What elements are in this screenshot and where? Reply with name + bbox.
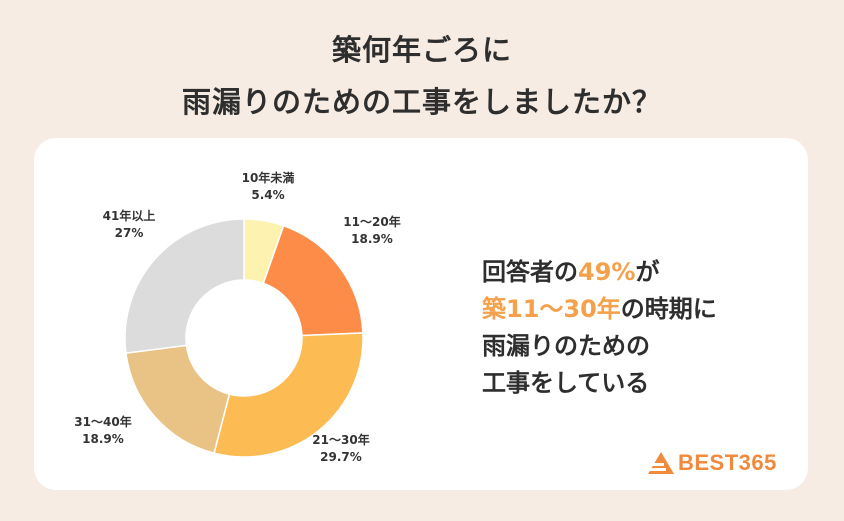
donut-slice-4 — [124, 218, 245, 354]
summary-line-4: 工事をしている — [482, 369, 650, 397]
page-title-line1: 築何年ごろに — [331, 33, 512, 67]
page-title-line2: 雨漏りのための工事をしましたか？ — [181, 85, 662, 119]
brand-logo-icon — [648, 452, 674, 474]
slice-label-under-10: 10年未満 5.4% — [242, 170, 295, 204]
summary-text: の時期に — [620, 295, 717, 323]
slice-label-21-30: 21～30年 29.7% — [312, 432, 369, 466]
slice-label-41-plus: 41年以上 27% — [103, 208, 156, 242]
brand-name: BEST365 — [678, 450, 777, 475]
donut-chart — [124, 218, 364, 458]
donut-slice-1 — [262, 224, 364, 337]
slice-name: 11～20年 — [343, 215, 401, 229]
slice-value: 29.7% — [320, 450, 362, 464]
summary-message: 回答者の49%が 築11～30年の時期に 雨漏りのための 工事をしている — [482, 254, 717, 402]
donut-slice-3 — [125, 344, 231, 455]
slice-name: 31～40年 — [74, 415, 132, 429]
slice-value: 5.4% — [251, 188, 285, 202]
summary-text: 回答者の — [482, 258, 578, 286]
summary-line-1: 回答者の49%が — [482, 254, 717, 291]
summary-text: が — [635, 258, 660, 286]
slice-value: 18.9% — [351, 232, 393, 246]
slice-value: 27% — [114, 226, 144, 240]
chart-card: 10年未満 5.4% 11～20年 18.9% 21～30年 29.7% 31～… — [34, 138, 808, 490]
brand-logo: BEST365 — [648, 450, 777, 476]
slice-value: 18.9% — [82, 432, 124, 446]
summary-highlight-years: 築11～30年 — [482, 295, 621, 323]
summary-highlight-percent: 49% — [578, 258, 636, 286]
slice-label-11-20: 11～20年 18.9% — [343, 214, 400, 248]
slice-name: 41年以上 — [102, 209, 156, 223]
slice-label-31-40: 31～40年 18.9% — [74, 414, 131, 448]
summary-line-3: 雨漏りのための — [482, 332, 650, 360]
slice-name: 21～30年 — [312, 433, 370, 447]
summary-line-2: 築11～30年の時期に — [482, 291, 717, 328]
donut-slice-2 — [213, 332, 364, 458]
slice-name: 10年未満 — [241, 171, 295, 185]
